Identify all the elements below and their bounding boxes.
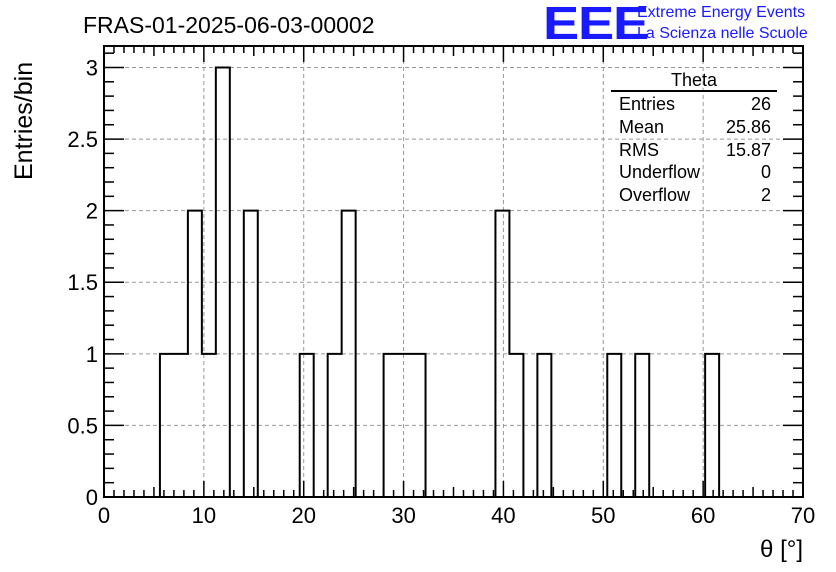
x-tick-label: 60: [691, 503, 715, 528]
x-tick-label: 50: [591, 503, 615, 528]
stats-value: 25.86: [725, 116, 771, 137]
x-axis-label: θ [°]: [760, 536, 803, 563]
y-axis-label: Entries/bin: [10, 62, 38, 180]
x-tick-label: 0: [98, 503, 110, 528]
stats-value: 0: [760, 162, 771, 183]
stats-value: 15.87: [725, 139, 771, 160]
stats-label: Entries: [619, 94, 676, 114]
x-tick-label: 70: [791, 503, 815, 528]
stats-label: Overflow: [619, 185, 691, 206]
x-tick-label: 40: [491, 503, 515, 528]
histogram-outline: [158, 66, 721, 498]
y-tick-label: 1.5: [67, 270, 98, 295]
stats-row-rms: RMS 15.87: [611, 139, 777, 162]
stats-value: 2: [760, 185, 771, 206]
logo-text-line1: Extreme Energy Events: [637, 4, 806, 21]
stats-value: 26: [750, 94, 771, 114]
stats-box: Theta Entries 26 Mean 25.86 RMS 15.87 Un…: [611, 70, 777, 207]
stats-row-mean: Mean 25.86: [611, 116, 777, 139]
y-tick-label: 0: [86, 485, 98, 510]
stats-label: Mean: [619, 116, 665, 137]
x-tick-labels: 0 10 20 30 40 50 60 70: [98, 503, 815, 528]
stats-row-entries: Entries 26: [611, 93, 777, 116]
y-tick-label: 3: [86, 55, 98, 80]
logo-text-line2: La Scienza nelle Scuole: [637, 25, 808, 42]
y-tick-label: 2.5: [67, 127, 98, 152]
stats-row-overflow: Overflow 2: [611, 184, 777, 207]
stats-label: Underflow: [619, 162, 701, 183]
stats-label: RMS: [619, 139, 659, 160]
y-tick-label: 1: [86, 342, 98, 367]
grid-lines: [104, 46, 803, 497]
x-tick-label: 30: [391, 503, 415, 528]
x-tick-label: 10: [192, 503, 216, 528]
y-tick-label: 0.5: [67, 413, 98, 438]
eee-logo: EEE: [543, 0, 649, 49]
stats-title: Theta: [611, 70, 777, 92]
x-tick-label: 20: [291, 503, 315, 528]
stats-row-underflow: Underflow 0: [611, 161, 777, 184]
y-tick-labels: 0 0.5 1 1.5 2 2.5 3: [67, 55, 98, 510]
chart-title: FRAS-01-2025-06-03-00002: [83, 12, 375, 38]
plot-frame: [103, 45, 804, 498]
y-tick-label: 2: [86, 199, 98, 224]
